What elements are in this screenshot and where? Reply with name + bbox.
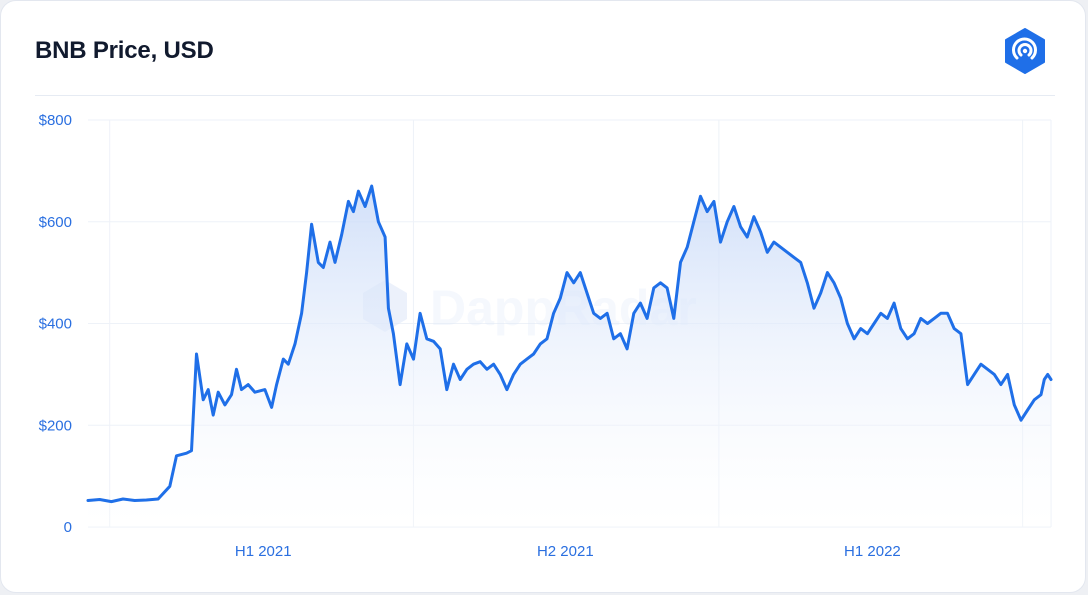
x-tick-label: H2 2021 [537, 543, 594, 560]
y-tick-label: $800 [39, 112, 72, 129]
y-axis: $800 $600 $400 $200 0 [39, 112, 72, 536]
y-tick-label: $600 [39, 214, 72, 231]
y-tick-label: $400 [39, 316, 72, 333]
price-area-fill [88, 186, 1051, 527]
y-tick-label: 0 [64, 519, 72, 536]
price-line [86, 184, 1053, 504]
x-tick-label: H1 2022 [844, 543, 901, 560]
dappradar-logo-icon[interactable] [1001, 27, 1049, 75]
x-axis: H1 2021 H2 2021 H1 2022 [235, 543, 901, 560]
x-tick-label: H1 2021 [235, 543, 292, 560]
y-tick-label: $200 [39, 417, 72, 434]
page-title: BNB Price, USD [35, 37, 214, 64]
price-series-line [86, 184, 1053, 504]
price-area [88, 186, 1051, 527]
title-divider [35, 95, 1055, 96]
